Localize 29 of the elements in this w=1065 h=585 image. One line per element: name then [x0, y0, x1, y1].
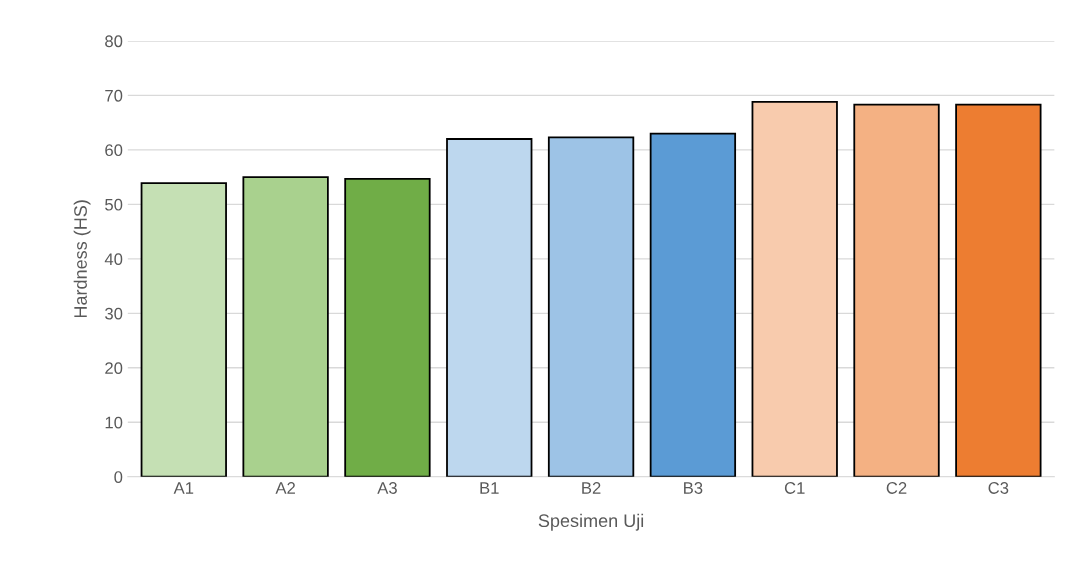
bar [242, 176, 329, 477]
x-tick-label: A1 [173, 482, 194, 494]
bar [955, 103, 1042, 477]
bar [446, 138, 533, 477]
x-tick-label: B2 [582, 482, 601, 494]
bar [547, 136, 635, 477]
y-axis-title: Hardness (HS) [73, 200, 91, 318]
x-tick-label: A2 [275, 482, 295, 494]
x-tick-label: B3 [684, 482, 703, 494]
y-tick-label: 0 [114, 471, 123, 483]
x-tick-label: B1 [480, 482, 499, 494]
x-tick-label: C2 [886, 482, 907, 494]
x-axis-title: Spesimen Uji [538, 513, 644, 531]
y-tick-label: 10 [105, 416, 123, 429]
y-tick-label: 20 [105, 362, 123, 375]
y-tick-label: 30 [105, 307, 123, 320]
y-tick-label: 40 [104, 253, 123, 266]
bar [649, 132, 737, 477]
bar [751, 101, 838, 477]
y-tick-label: 50 [105, 198, 123, 211]
y-tick-label: 70 [105, 89, 123, 102]
x-tick-label: C3 [988, 482, 1009, 494]
y-tick-label: 80 [105, 35, 123, 48]
y-tick-label: 60 [105, 144, 123, 157]
bar [853, 103, 940, 477]
bar [344, 177, 431, 477]
x-tick-label: C1 [784, 482, 805, 494]
bar [140, 182, 227, 477]
x-tick-label: A3 [377, 482, 397, 494]
